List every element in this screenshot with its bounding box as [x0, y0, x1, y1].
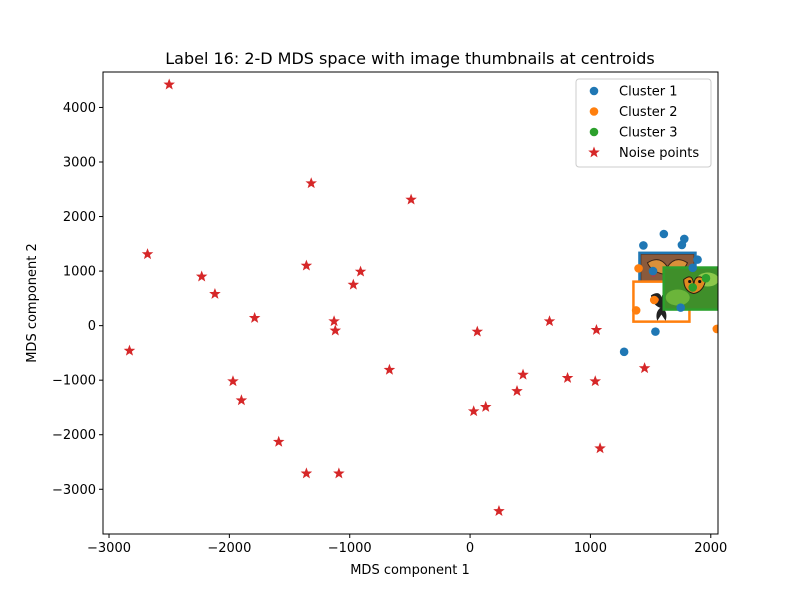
x-tick-label: −2000 [207, 541, 251, 556]
cluster-3-point [688, 283, 698, 292]
legend: Cluster 1 Cluster 2 Cluster 3 Noise points [575, 78, 712, 168]
noise-points-point [300, 259, 313, 271]
noise-points-point [328, 315, 340, 327]
noise-points-point [479, 400, 492, 412]
noise-points-point [248, 311, 261, 323]
x-axis: −3000 −2000 −1000 0 1000 2000 [87, 534, 727, 556]
y-tick-label: −1000 [52, 374, 96, 389]
y-tick-label: 0 [88, 319, 96, 334]
legend-label-cluster-3: Cluster 3 [619, 126, 678, 141]
cluster-1-point [659, 229, 669, 239]
cluster-1-point [619, 347, 629, 357]
noise-points-point [235, 394, 248, 406]
thumbnails-layer [632, 251, 718, 323]
cluster-1-point [688, 263, 698, 273]
noise-points-point [209, 287, 221, 299]
x-tick-label: 2000 [694, 541, 727, 556]
y-tick-label: 4000 [63, 101, 96, 116]
cluster-2-point [649, 295, 659, 305]
legend-marker-cluster-2 [589, 107, 599, 116]
cluster-1-point [639, 241, 648, 250]
noise-points-point [305, 177, 317, 189]
noise-points-point [511, 385, 523, 396]
noise-points-point [272, 435, 285, 447]
y-tick-label: 3000 [63, 156, 96, 171]
cluster-2-point [634, 264, 643, 273]
y-axis: −3000 −2000 −1000 0 1000 2000 3000 4000 [52, 101, 103, 498]
noise-points-point [561, 371, 574, 383]
y-tick-label: −3000 [52, 483, 96, 498]
x-tick-label: −1000 [328, 541, 372, 556]
points-layer [123, 78, 718, 516]
noise-points-point [354, 265, 367, 277]
noise-points-point [141, 248, 154, 260]
noise-points-point [543, 315, 556, 327]
noise-points-point [195, 270, 208, 282]
noise-points-point [123, 344, 136, 356]
legend-label-noise-points: Noise points [619, 146, 699, 161]
chart-title: Label 16: 2-D MDS space with image thumb… [165, 49, 655, 68]
x-axis-title: MDS component 1 [350, 563, 470, 578]
noise-points-point [594, 442, 606, 454]
noise-points-point [329, 324, 342, 336]
legend-label-cluster-2: Cluster 2 [619, 105, 678, 120]
legend-box [575, 78, 712, 168]
noise-points-point [227, 375, 239, 387]
noise-points-point [333, 467, 345, 479]
cluster-1-point [651, 327, 660, 336]
noise-points-point [163, 78, 175, 90]
noise-points-point [383, 363, 396, 375]
y-tick-label: 1000 [63, 265, 96, 280]
cluster-1-point [693, 255, 702, 264]
cluster-1-point [648, 266, 658, 276]
cluster-3-point [701, 273, 711, 283]
noise-points-point [467, 405, 480, 417]
cluster-2-point [631, 306, 641, 315]
legend-marker-cluster-3 [589, 127, 599, 137]
legend-marker-cluster-1 [589, 86, 599, 96]
y-tick-label: −2000 [52, 428, 96, 443]
noise-points-point [405, 193, 417, 205]
cluster-1-point [676, 303, 685, 312]
x-tick-label: 1000 [574, 541, 607, 556]
legend-marker-noise-points [588, 146, 600, 158]
noise-points-point [471, 325, 484, 337]
noise-points-point [638, 362, 651, 374]
y-tick-label: 2000 [63, 210, 96, 225]
axes-frame [102, 71, 719, 535]
noise-points-point [347, 278, 360, 290]
y-axis-title: MDS component 2 [25, 243, 40, 363]
noise-points-point [300, 467, 313, 479]
x-tick-label: 0 [466, 541, 474, 556]
x-tick-label: −3000 [87, 541, 131, 556]
cluster-1-point [677, 240, 687, 250]
legend-label-cluster-1: Cluster 1 [619, 85, 678, 100]
noise-points-point [493, 505, 505, 516]
noise-points-point [517, 368, 529, 380]
noise-points-point [589, 375, 602, 387]
noise-points-point [590, 323, 603, 335]
cluster-2-point [712, 324, 718, 334]
